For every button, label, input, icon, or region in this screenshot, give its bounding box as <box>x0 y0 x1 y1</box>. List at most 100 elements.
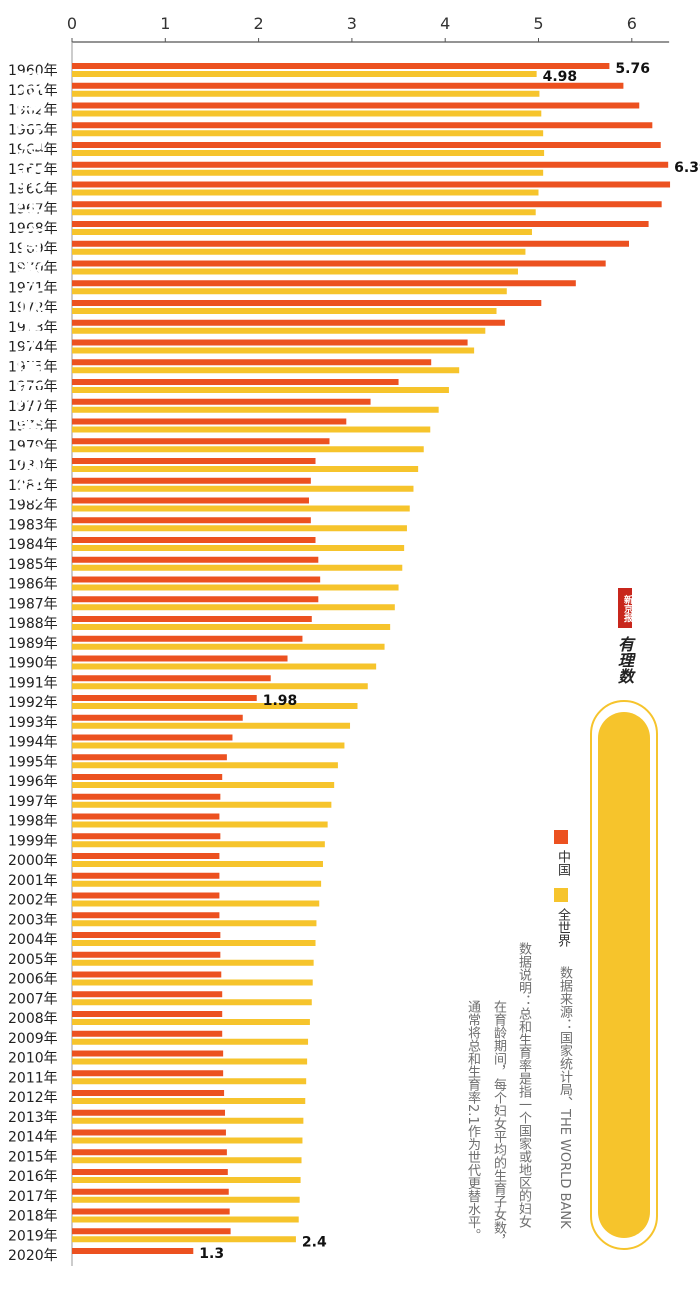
x-tick-label: 2 <box>254 14 264 33</box>
title-card <box>590 700 658 1250</box>
bar-world <box>72 426 431 433</box>
bar-world <box>72 525 407 532</box>
bar-world <box>72 1236 296 1243</box>
category-label: 2011年 <box>8 1070 58 1086</box>
bar-world <box>72 703 358 709</box>
bar-world <box>72 959 314 966</box>
bar-china <box>72 1050 224 1057</box>
bar-world <box>72 189 539 196</box>
bar-world <box>72 979 313 986</box>
legend-label-world: 全世界 <box>555 908 570 947</box>
bar-world <box>72 209 536 216</box>
category-label: 2012年 <box>8 1090 58 1106</box>
legend-label-china: 中国 <box>555 850 570 876</box>
bar-world <box>72 584 399 591</box>
bar-world <box>72 248 526 255</box>
category-label: 2003年 <box>8 912 58 928</box>
category-label: 2006年 <box>8 972 58 988</box>
bar-china <box>72 675 271 682</box>
bar-china <box>72 418 347 425</box>
bar-china <box>72 616 312 622</box>
bar-china <box>72 951 221 958</box>
category-label: 2015年 <box>8 1149 58 1165</box>
bar-china <box>72 793 221 800</box>
bar-china <box>72 319 505 326</box>
category-label: 2017年 <box>8 1189 58 1205</box>
bar-world <box>72 782 335 788</box>
x-tick-label: 6 <box>627 14 637 33</box>
data-note-line-3: 通常将总和生育率2.1作为世代更替水平。 <box>465 1000 480 1242</box>
bar-world <box>72 130 544 137</box>
bar-world <box>72 1117 304 1124</box>
bar-china <box>72 477 311 484</box>
bar-world <box>72 1078 307 1085</box>
bar-world <box>72 1098 306 1104</box>
bar-world <box>72 762 338 769</box>
bar-china <box>72 161 669 168</box>
bar-china <box>72 537 316 543</box>
bar-china <box>72 181 671 188</box>
bar-world <box>72 446 424 453</box>
bar-world <box>72 880 322 887</box>
bar-world <box>72 604 395 611</box>
bar-world <box>72 1019 310 1025</box>
bar-world <box>72 150 545 156</box>
bar-china <box>72 892 220 899</box>
bar-world <box>72 663 377 670</box>
category-label: 2004年 <box>8 932 58 948</box>
bar-china <box>72 517 311 524</box>
bar-world <box>72 940 316 946</box>
category-label: 2013年 <box>8 1110 58 1126</box>
category-label: 1986年 <box>8 577 58 593</box>
category-label: 1961年 <box>8 83 58 99</box>
bar-china <box>72 1248 194 1254</box>
bar-world <box>72 920 317 927</box>
category-label: 1970年 <box>8 261 58 277</box>
category-label: 1998年 <box>8 814 58 830</box>
bar-china <box>72 576 321 583</box>
category-label: 1967年 <box>8 201 58 217</box>
category-label: 2008年 <box>8 1011 58 1027</box>
category-label: 1974年 <box>8 340 58 356</box>
data-label: 1.98 <box>263 693 298 709</box>
category-label: 1988年 <box>8 616 58 632</box>
bar-china <box>72 556 319 563</box>
bar-world <box>72 1216 299 1223</box>
category-label: 1983年 <box>8 517 58 533</box>
data-source: 数据来源：国家统计局、THE WORLD BANK <box>557 966 572 1229</box>
category-label: 1985年 <box>8 557 58 573</box>
bar-china <box>72 1228 231 1235</box>
category-label: 1977年 <box>8 399 58 415</box>
bar-china <box>72 1030 223 1037</box>
bar-world <box>72 861 323 867</box>
bar-world <box>72 387 449 393</box>
bar-world <box>72 229 532 235</box>
category-label: 1965年 <box>8 162 58 178</box>
bar-series <box>72 63 671 1254</box>
category-label: 2019年 <box>8 1228 58 1244</box>
legend-swatch-world <box>554 888 568 902</box>
bar-china <box>72 221 649 227</box>
bar-china <box>72 596 319 603</box>
bar-china <box>72 339 468 346</box>
category-label: 1971年 <box>8 280 58 296</box>
bar-china <box>72 971 222 978</box>
category-label: 2001年 <box>8 873 58 889</box>
bar-china <box>72 1129 226 1136</box>
bar-world <box>72 821 328 828</box>
bar-china <box>72 813 220 820</box>
bar-china <box>72 853 220 859</box>
bar-china <box>72 1070 224 1077</box>
bar-world <box>72 288 507 295</box>
bar-world <box>72 308 497 314</box>
bar-china <box>72 1208 230 1215</box>
x-tick-label: 1 <box>160 14 170 33</box>
category-label: 2020年 <box>8 1248 58 1264</box>
category-label: 1973年 <box>8 320 58 336</box>
bar-world <box>72 1157 302 1164</box>
bar-world <box>72 367 460 374</box>
title-background <box>598 712 650 1238</box>
bar-world <box>72 327 486 334</box>
bar-china <box>72 240 630 247</box>
